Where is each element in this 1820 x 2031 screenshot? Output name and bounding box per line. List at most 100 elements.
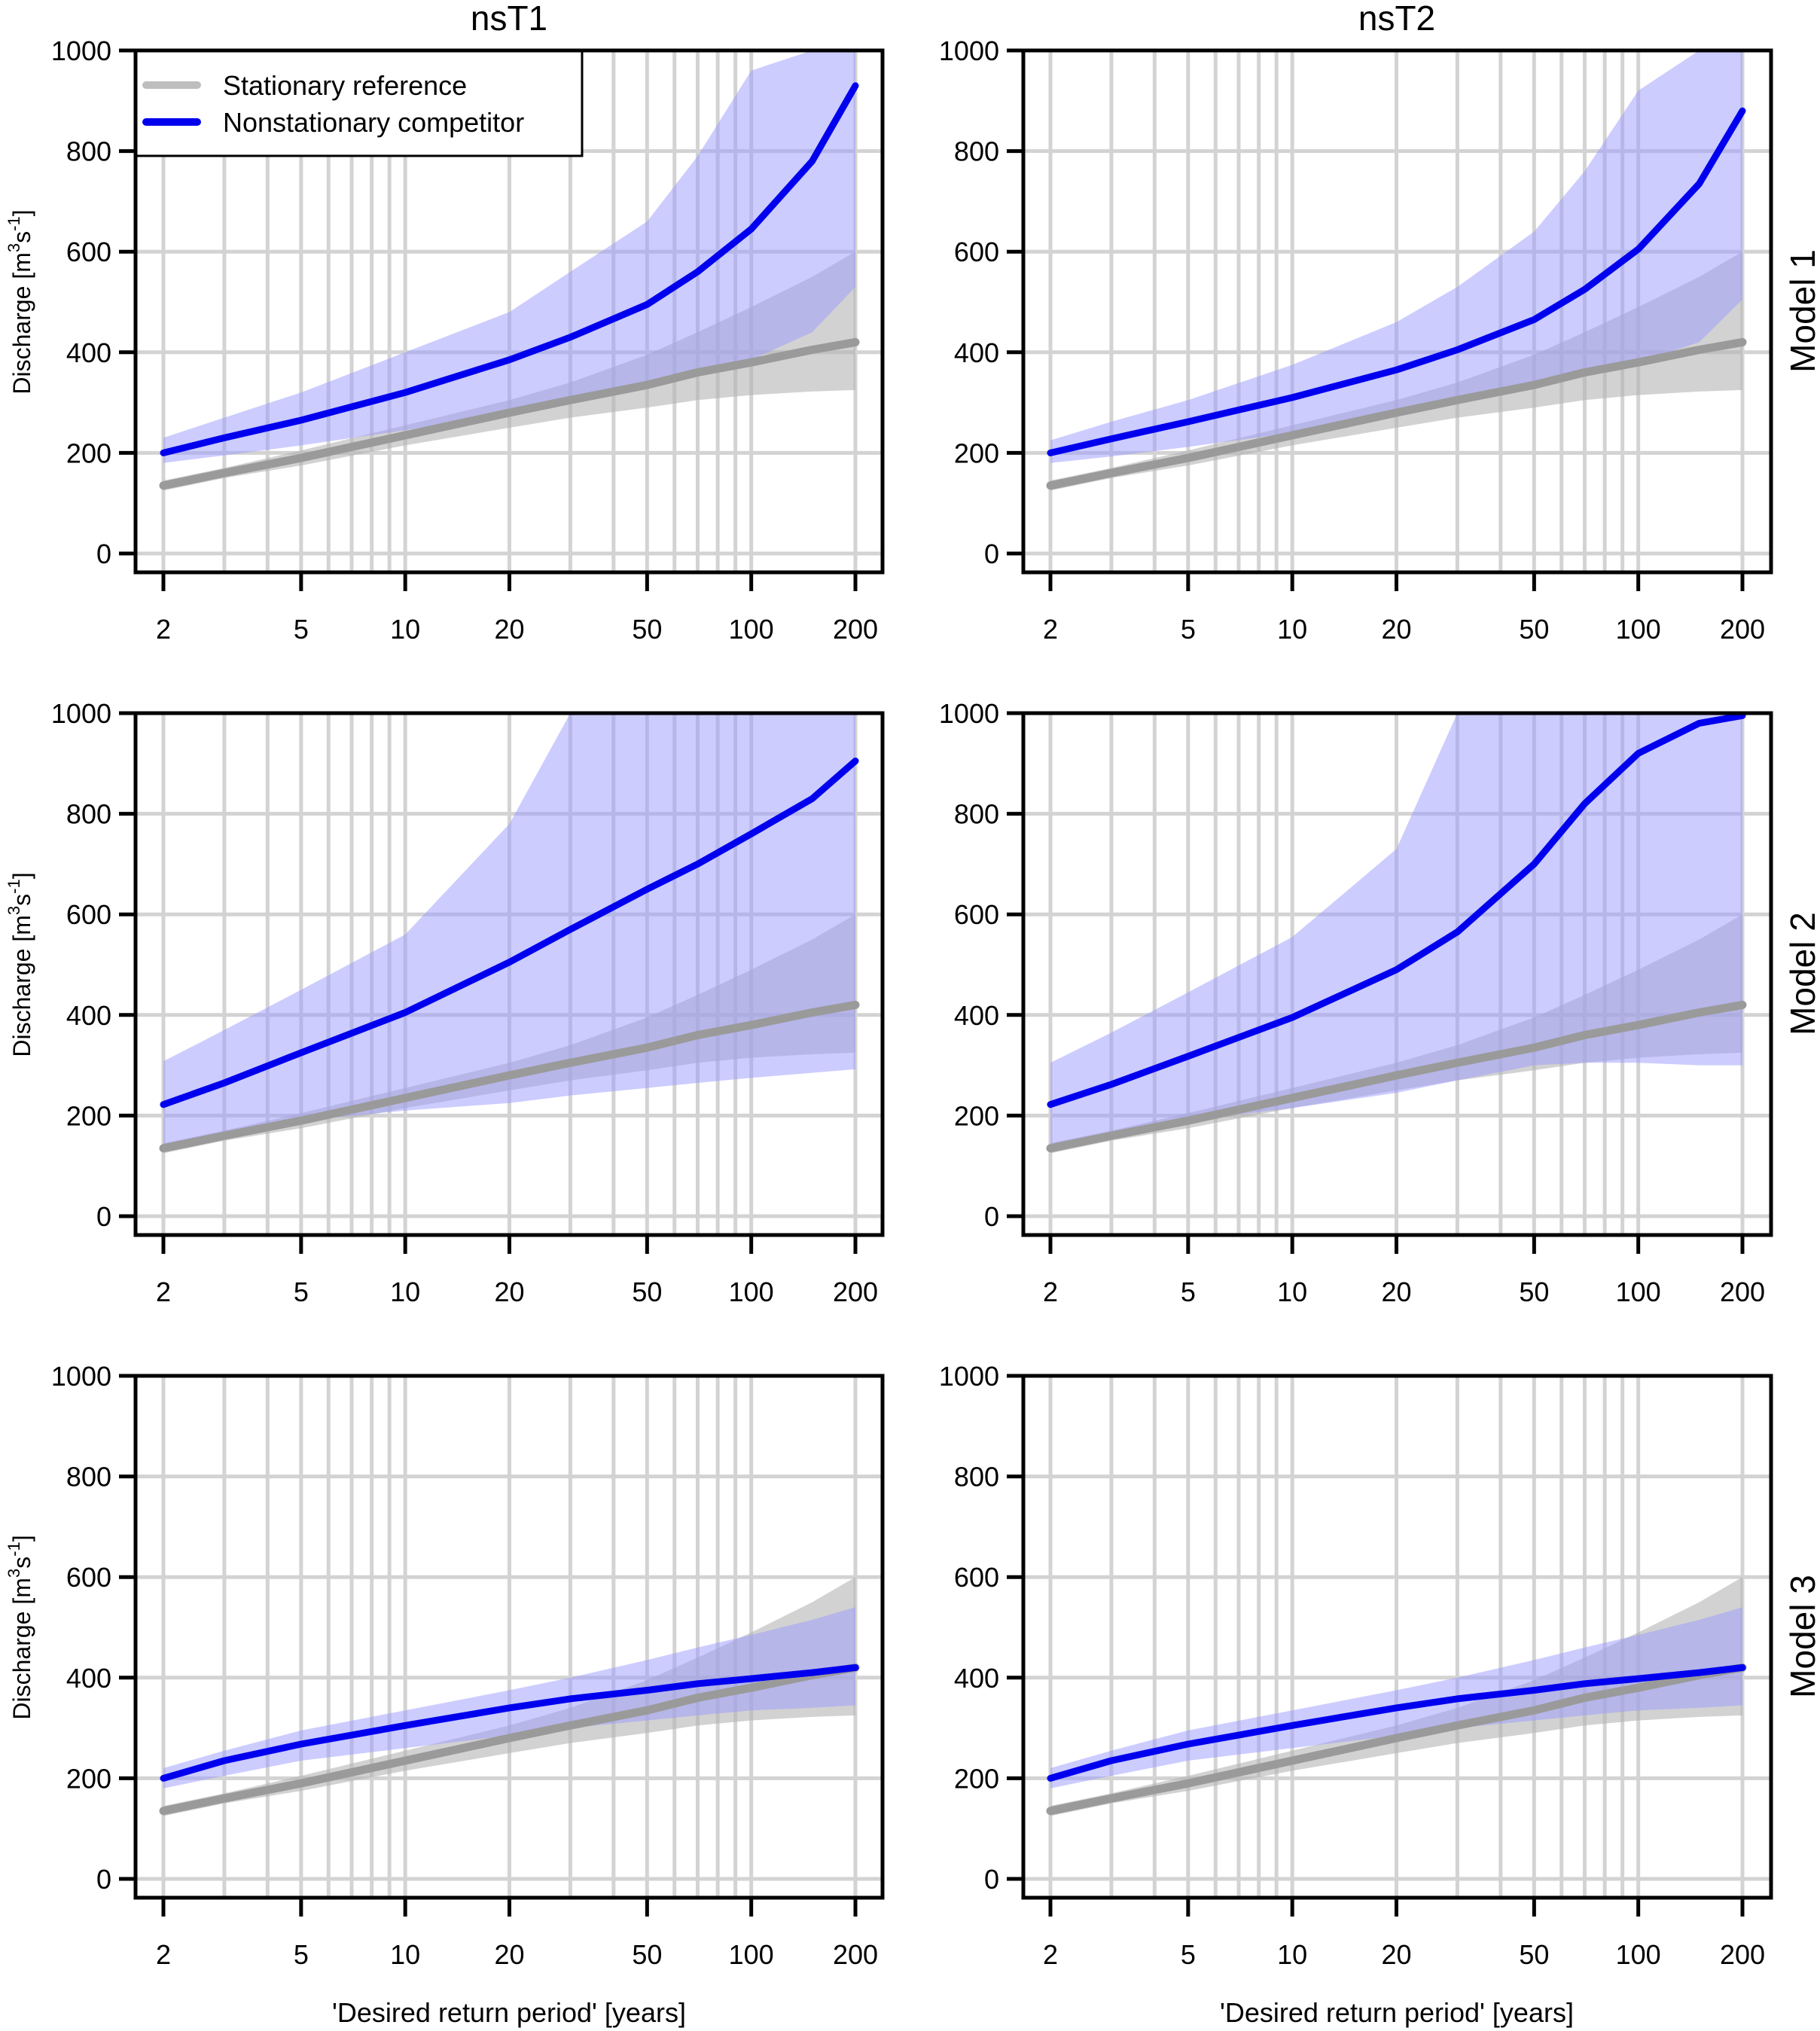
panel-nst1-model-3: 0 200 400 600 800 1000 2 5 10 20 50 100 200 Discharge… [5, 1361, 885, 1970]
y-tick-label: 800 [954, 799, 999, 830]
plot-area [159, 50, 860, 491]
x-tick-label: 5 [294, 1939, 309, 1970]
x-tick-label: 200 [833, 1276, 878, 1307]
x-tick-label: 50 [1519, 1276, 1549, 1307]
x-tick-label: 200 [1720, 1939, 1765, 1970]
y-tick-label: 200 [954, 1100, 999, 1131]
y-tick-label: 600 [66, 236, 111, 267]
x-tick-label: 5 [1181, 1276, 1196, 1307]
y-tick-label: 400 [66, 1000, 111, 1031]
x-tick-label: 50 [1519, 614, 1549, 645]
y-tick-label: 600 [954, 1562, 999, 1593]
stationary-line [159, 1663, 860, 1816]
nonstationary-line [160, 758, 859, 1109]
y-tick-label: 800 [954, 136, 999, 167]
stationary-line [1046, 337, 1747, 490]
x-tick-label: 200 [1720, 614, 1765, 645]
y-tick-label: 400 [954, 337, 999, 368]
y-tick-label: 200 [66, 1763, 111, 1794]
x-tick-label: 10 [390, 614, 420, 645]
row-label-model-2: Model 2 [1783, 912, 1820, 1035]
x-tick-label: 100 [1616, 1939, 1661, 1970]
x-tick-label: 5 [1181, 614, 1196, 645]
plot-area [1046, 713, 1747, 1154]
y-tick-label: 400 [66, 337, 111, 368]
y-tick-label: 1000 [51, 698, 111, 729]
x-tick-label: 2 [1043, 1939, 1058, 1970]
y-tick-label: 1000 [939, 1361, 999, 1392]
y-tick-label: 0 [984, 1864, 999, 1895]
y-tick-label: 800 [66, 1462, 111, 1493]
x-tick-label: 5 [1181, 1939, 1196, 1970]
y-tick-label: 400 [954, 1000, 999, 1031]
x-axis-label-right: 'Desired return period' [years] [1220, 1997, 1574, 2028]
x-tick-label: 100 [1616, 1276, 1661, 1307]
y-tick-label: 1000 [939, 35, 999, 66]
column-title-nsT2: nsT2 [1358, 0, 1435, 38]
x-tick-label: 50 [1519, 1939, 1549, 1970]
y-tick-label: 800 [66, 136, 111, 167]
nonstationary-line [1047, 1664, 1746, 1782]
nonstationary-line [1047, 107, 1746, 456]
y-axis-label: Discharge [m3s-1] [5, 209, 35, 394]
panel-nst2-model-1: 0 200 400 600 800 1000 2 5 10 20 50 100 200 [939, 35, 1773, 645]
x-tick-label: 50 [632, 1939, 662, 1970]
x-tick-label: 2 [1043, 1276, 1058, 1307]
x-tick-label: 2 [1043, 614, 1058, 645]
x-tick-label: 10 [1277, 1276, 1307, 1307]
legend: Stationary reference Nonstationary compe… [135, 50, 584, 157]
x-tick-label: 50 [632, 1276, 662, 1307]
x-tick-label: 100 [729, 614, 774, 645]
y-tick-label: 0 [984, 538, 999, 569]
panel-nst1-model-2: 0 200 400 600 800 1000 2 5 10 20 50 100 200 Discharge… [5, 698, 885, 1307]
y-axis-label: Discharge [m3s-1] [5, 1535, 35, 1719]
y-tick-label: 1000 [939, 698, 999, 729]
y-tick-label: 600 [954, 899, 999, 930]
row-label-model-1: Model 1 [1783, 249, 1820, 373]
nonstationary-band [163, 50, 855, 463]
y-tick-label: 200 [66, 438, 111, 468]
nonstationary-line [160, 1664, 859, 1782]
x-tick-label: 20 [494, 1939, 524, 1970]
x-tick-label: 20 [494, 614, 524, 645]
y-tick-label: 600 [954, 236, 999, 267]
x-tick-label: 2 [156, 1939, 171, 1970]
x-tick-label: 10 [390, 1276, 420, 1307]
panel-nst2-model-2: 0 200 400 600 800 1000 2 5 10 20 50 100 200 [939, 698, 1773, 1307]
x-tick-label: 10 [390, 1939, 420, 1970]
x-tick-label: 20 [1381, 1939, 1411, 1970]
x-tick-label: 10 [1277, 1939, 1307, 1970]
x-tick-label: 20 [1381, 1276, 1411, 1307]
x-tick-label: 100 [729, 1939, 774, 1970]
x-tick-label: 2 [156, 614, 171, 645]
y-axis-label: Discharge [m3s-1] [5, 872, 35, 1057]
y-tick-label: 800 [954, 1462, 999, 1493]
y-tick-label: 200 [954, 1763, 999, 1794]
plot-area [159, 713, 860, 1154]
plot-area [1046, 50, 1747, 491]
y-tick-label: 1000 [51, 1361, 111, 1392]
x-tick-label: 5 [294, 1276, 309, 1307]
y-tick-label: 0 [96, 538, 111, 569]
plot-area [1046, 1577, 1747, 1816]
x-tick-label: 200 [833, 1939, 878, 1970]
nonstationary-band [163, 1607, 855, 1789]
stationary-line [1046, 1663, 1747, 1816]
y-tick-label: 200 [954, 438, 999, 468]
grid [1023, 1376, 1771, 1898]
plot-area [159, 1577, 860, 1816]
panel-nst2-model-3: 0 200 400 600 800 1000 2 5 10 20 50 100 200 [939, 1361, 1773, 1970]
y-tick-label: 1000 [51, 35, 111, 66]
y-tick-label: 400 [66, 1663, 111, 1694]
y-tick-label: 400 [954, 1663, 999, 1694]
y-tick-label: 0 [96, 1864, 111, 1895]
x-tick-label: 20 [494, 1276, 524, 1307]
y-tick-label: 600 [66, 1562, 111, 1593]
column-title-nsT1: nsT1 [471, 0, 547, 38]
legend-label-stationary: Stationary reference [223, 70, 467, 101]
nonstationary-line [1047, 713, 1746, 1109]
x-tick-label: 20 [1381, 614, 1411, 645]
x-tick-label: 10 [1277, 614, 1307, 645]
